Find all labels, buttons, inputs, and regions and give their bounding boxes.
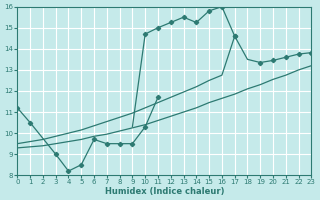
X-axis label: Humidex (Indice chaleur): Humidex (Indice chaleur) <box>105 187 224 196</box>
